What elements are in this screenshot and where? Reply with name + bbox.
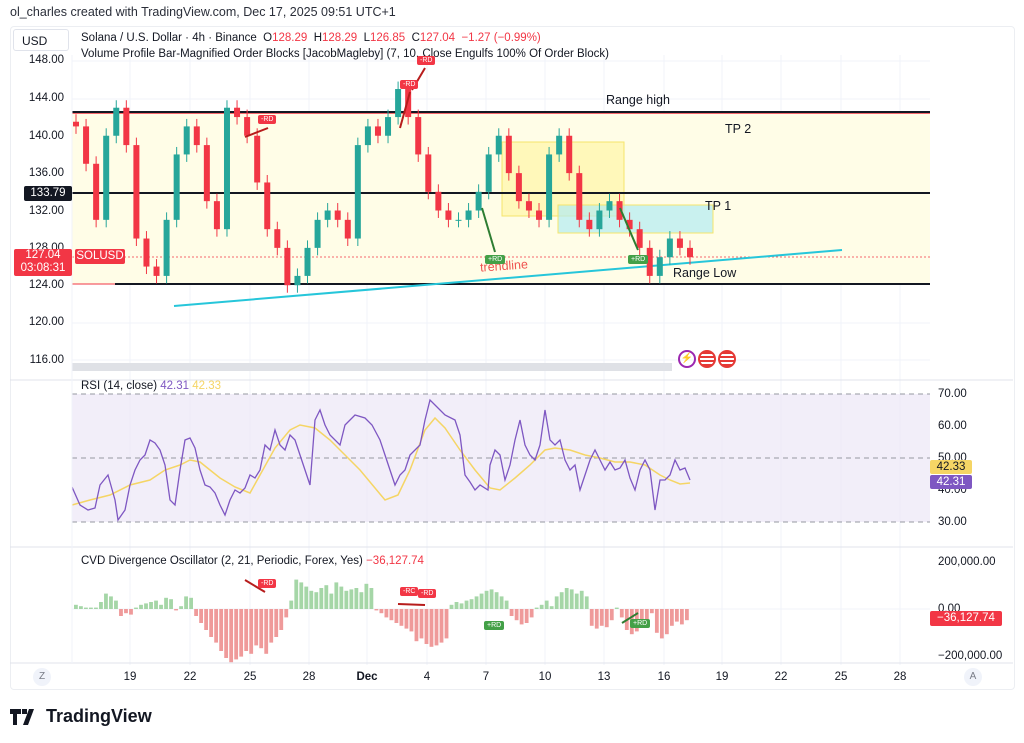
rd-badge-bearish: -RD [417, 56, 436, 65]
event-icons[interactable]: ⚡ [678, 350, 736, 368]
rd-badge-bearish: -RD [258, 579, 277, 588]
rd-badge-bearish: -RD [258, 115, 277, 124]
rsi-value: 42.31 [160, 380, 190, 392]
rsi-ma-line [71, 416, 691, 506]
order-block-yellow [501, 141, 625, 217]
time-tick: 10 [538, 671, 552, 683]
price-tick: 144.00 [28, 92, 64, 104]
tradingview-logo[interactable]: TradingView [10, 706, 152, 727]
cvd-value: −36,127.74 [366, 555, 424, 567]
cvd-tick: 200,000.00 [938, 556, 996, 568]
cvd-legend[interactable]: CVD Divergence Oscillator (2, 21, Period… [81, 555, 424, 567]
dividend-event-icon[interactable]: ⚡ [678, 350, 696, 368]
scroll-bar [72, 363, 672, 371]
zoom-button[interactable]: Z [33, 668, 51, 686]
open-value: 128.29 [272, 32, 308, 44]
rd-badge-bullish: +RD [485, 255, 506, 264]
rd-badge-bullish: +RD [630, 619, 651, 628]
time-tick: 22 [183, 671, 197, 683]
time-tick: 16 [657, 671, 671, 683]
price-tick: 148.00 [28, 54, 64, 66]
rsi-ma-tag: 42.33 [930, 460, 972, 474]
bar-countdown: 03:08:31 [20, 262, 66, 274]
price-tick: 116.00 [29, 354, 64, 366]
rsi-ma-value: 42.33 [192, 380, 222, 392]
auto-scale-button[interactable]: A [964, 668, 982, 686]
indicator-legend[interactable]: Volume Profile Bar-Magnified Order Block… [81, 48, 609, 60]
price-tick: 132.00 [28, 205, 64, 217]
time-tick: 28 [302, 671, 316, 683]
time-tick: 22 [774, 671, 788, 683]
time-tick: 4 [423, 671, 431, 683]
close-value: 127.04 [419, 32, 456, 44]
rsi-legend[interactable]: RSI (14, close) 42.31 42.33 [81, 380, 222, 392]
cvd-tick: −200,000.00 [938, 650, 1003, 662]
time-tick: 7 [482, 671, 490, 683]
last-price-tag: 127.04 03:08:31 [14, 249, 72, 276]
tp2-label[interactable]: TP 2 [725, 122, 752, 136]
us-flag-event-icon[interactable] [718, 350, 736, 368]
level-price-tag: 133.79 [24, 186, 72, 201]
rd-badge-bullish: +RD [628, 255, 649, 264]
rc-badge-bearish: -RC [400, 587, 419, 596]
cvd-tag: −36,127.74 [930, 611, 1002, 626]
rsi-tag: 42.31 [930, 475, 972, 489]
trendline [173, 249, 843, 307]
time-tick: 25 [243, 671, 257, 683]
currency-button[interactable]: USD [13, 29, 69, 51]
us-flag-event-icon[interactable] [698, 350, 716, 368]
chart-frame [10, 26, 1015, 690]
low-value: 126.85 [370, 32, 406, 44]
time-tick: 13 [597, 671, 611, 683]
range-high-label[interactable]: Range high [606, 93, 670, 107]
rd-badge-bearish: -RD [418, 589, 437, 598]
rsi-line [71, 398, 691, 522]
rd-badge-bearish: -RD [400, 80, 419, 89]
range-low-label[interactable]: Range Low [673, 266, 737, 280]
symbol-title[interactable]: Solana / U.S. Dollar · 4h · Binance [81, 32, 257, 44]
time-tick: 25 [834, 671, 848, 683]
tp1-label[interactable]: TP 1 [705, 199, 732, 213]
main-legend: Solana / U.S. Dollar · 4h · Binance O128… [81, 32, 541, 44]
price-tick: 120.00 [28, 316, 64, 328]
rsi-tick: 70.00 [938, 388, 967, 400]
price-tick: 140.00 [28, 130, 64, 142]
brand-name: TradingView [46, 706, 152, 726]
price-tick: 136.00 [28, 167, 64, 179]
time-tick: 19 [715, 671, 729, 683]
change-value: −1.27 (−0.99%) [461, 32, 541, 44]
time-tick: Dec [356, 671, 378, 683]
rsi-tick: 60.00 [938, 420, 967, 432]
order-block-teal [557, 204, 714, 234]
high-value: 128.29 [322, 32, 358, 44]
candlestick-series [73, 81, 693, 293]
price-tick: 124.00 [28, 279, 64, 291]
rsi-tick: 30.00 [938, 516, 967, 528]
time-tick: 28 [893, 671, 907, 683]
chart-credit: ol_charles created with TradingView.com,… [10, 5, 396, 19]
rd-badge-bullish: +RD [484, 621, 505, 630]
cvd-histogram [74, 579, 689, 663]
symbol-tag: SOLUSD [75, 249, 125, 264]
time-tick: 19 [123, 671, 137, 683]
tradingview-logo-icon [10, 708, 34, 725]
